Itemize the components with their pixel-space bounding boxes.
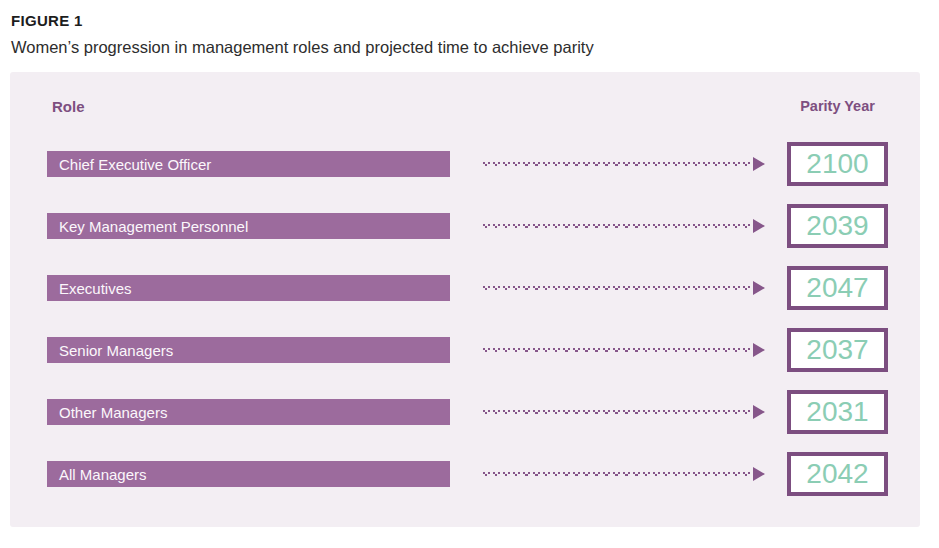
role-bar: Senior Managers (47, 337, 450, 363)
table-row: Other Managers 2031 (47, 390, 888, 434)
parity-year-box: 2042 (787, 452, 888, 496)
parity-year-box: 2037 (787, 328, 888, 372)
table-row: Executives 2047 (47, 266, 888, 310)
dotted-line (483, 348, 753, 352)
dotted-line (483, 286, 753, 290)
arrow-right-icon (753, 219, 765, 233)
arrow-right-icon (753, 343, 765, 357)
table-row: Senior Managers 2037 (47, 328, 888, 372)
dotted-line (483, 472, 753, 476)
role-bar: Executives (47, 275, 450, 301)
dotted-connector (483, 157, 765, 171)
role-bar: All Managers (47, 461, 450, 487)
parity-year-box: 2039 (787, 204, 888, 248)
figure-header: FIGURE 1 Women’s progression in manageme… (0, 0, 939, 57)
dotted-line (483, 224, 753, 228)
role-bar: Other Managers (47, 399, 450, 425)
column-headers: Role Parity Year (47, 96, 888, 116)
parity-year-box: 2047 (787, 266, 888, 310)
arrow-right-icon (753, 467, 765, 481)
parity-year-column-header: Parity Year (787, 98, 888, 114)
arrow-right-icon (753, 281, 765, 295)
dotted-connector (483, 343, 765, 357)
dotted-connector (483, 219, 765, 233)
role-bar: Chief Executive Officer (47, 151, 450, 177)
dotted-connector (483, 405, 765, 419)
table-row: Key Management Personnel 2039 (47, 204, 888, 248)
arrow-right-icon (753, 405, 765, 419)
role-column-header: Role (47, 98, 85, 115)
parity-year-box: 2031 (787, 390, 888, 434)
chart-panel: Role Parity Year Chief Executive Officer… (10, 72, 920, 527)
dotted-connector (483, 281, 765, 295)
table-row: All Managers 2042 (47, 452, 888, 496)
role-bar: Key Management Personnel (47, 213, 450, 239)
table-row: Chief Executive Officer 2100 (47, 142, 888, 186)
figure-label: FIGURE 1 (11, 12, 929, 29)
dotted-connector (483, 467, 765, 481)
dotted-line (483, 162, 753, 166)
figure-title: Women’s progression in management roles … (11, 38, 929, 57)
arrow-right-icon (753, 157, 765, 171)
dotted-line (483, 410, 753, 414)
parity-year-box: 2100 (787, 142, 888, 186)
